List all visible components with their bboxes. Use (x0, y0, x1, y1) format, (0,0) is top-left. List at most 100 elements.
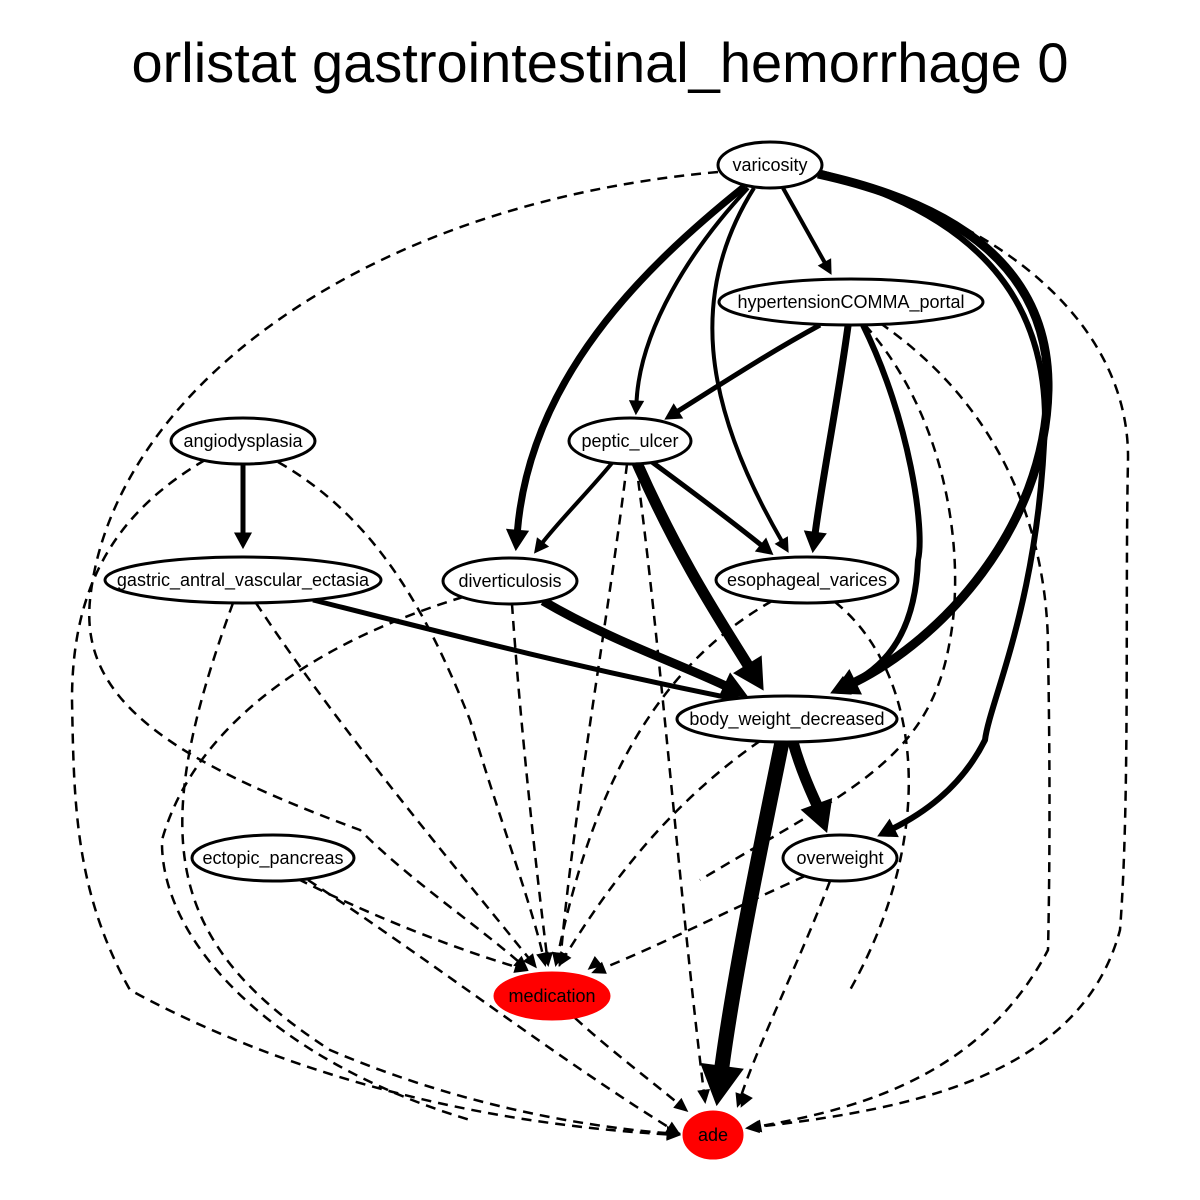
edge-overweight-to-ade (740, 880, 832, 1096)
node-angiodysplasia-label: angiodysplasia (183, 431, 303, 451)
arrowhead-varicosity-to-hypertension_portal (817, 258, 832, 275)
node-esophageal_varices-label: esophageal_varices (727, 570, 887, 591)
arrowhead-hypertension_portal-to-esophageal_varices (803, 530, 827, 554)
edge-angiodysplasia-to-medication (277, 460, 544, 955)
node-diverticulosis-ellipse (441, 556, 579, 606)
edge-varicosity-to-esophageal_varices (710, 186, 784, 543)
edges-layer (70, 169, 1130, 1141)
arrowhead-gastric_antral_vascular_ectasia-to-medication (522, 953, 537, 969)
edge-gastric_antral_vascular_ectasia-to-ade (181, 602, 669, 1135)
edge-hypertension_portal-to-medication (699, 324, 957, 882)
edge-peptic_ulcer-to-body_weight_decreased (631, 460, 753, 669)
arrowhead-varicosity-to-overweight (877, 818, 899, 838)
node-diverticulosis: diverticulosis (441, 556, 579, 606)
edge-gastric_antral_vascular_ectasia-to-body_weight_decreased (312, 597, 729, 701)
node-medication-label: medication (508, 986, 595, 1006)
node-ectopic_pancreas: ectopic_pancreas (190, 833, 356, 883)
node-medication-ellipse (493, 971, 611, 1021)
edge-hypertension_portal-to-peptic_ulcer (675, 322, 822, 414)
arrowhead-body_weight_decreased-to-medication (558, 951, 572, 967)
edge-peptic_ulcer-to-diverticulosis (540, 461, 614, 545)
arrowhead-ectopic_pancreas-to-medication (513, 960, 529, 973)
graph-title: orlistat gastrointestinal_hemorrhage 0 (132, 31, 1069, 94)
nodes-layer: varicosity hypertensionCOMMA_portalangiod… (103, 140, 985, 1160)
arrowhead-medication-to-ade (673, 1097, 689, 1112)
edge-angiodysplasia-to-ade (70, 458, 669, 1136)
edge-body_weight_decreased-to-medication (564, 739, 761, 957)
node-medication: medication (493, 971, 611, 1021)
edge-hypertension_portal-to-ade (759, 321, 1051, 1128)
arrowhead-varicosity-to-esophageal_varices (774, 536, 789, 553)
arrowhead-peptic_ulcer-to-diverticulosis (534, 537, 550, 554)
node-hypertension_portal-ellipse (717, 277, 985, 327)
edge-varicosity-to-hypertension_portal (781, 187, 827, 265)
edge-body_weight_decreased-to-overweight (787, 740, 823, 808)
arrowhead-overweight-to-ade (735, 1092, 748, 1108)
node-angiodysplasia-ellipse (169, 416, 317, 466)
node-overweight-ellipse (781, 833, 899, 883)
edge-esophageal_varices-to-medication (556, 599, 773, 955)
edge-varicosity-to-peptic_ulcer (634, 186, 750, 403)
edge-medication-to-ade (574, 1017, 680, 1105)
node-ectopic_pancreas-ellipse (190, 833, 356, 883)
node-varicosity: varicosity (716, 140, 824, 190)
edge-esophageal_varices-to-ade (834, 601, 911, 991)
node-gastric_antral_vascular_ectasia-ellipse (103, 555, 383, 605)
edge-peptic_ulcer-to-medication (559, 463, 629, 955)
edge-varicosity-to-diverticulosis (513, 183, 748, 532)
edge-diverticulosis-to-ade (160, 595, 471, 1122)
arrowhead-hypertension_portal-to-body_weight_decreased (830, 675, 852, 695)
edge-peptic_ulcer-to-ade (634, 463, 706, 1092)
edge-body_weight_decreased-to-ade (714, 740, 790, 1069)
node-ade-ellipse (682, 1110, 744, 1160)
edge-varicosity-to-body_weight_decreased (817, 169, 1053, 687)
arrowhead-hypertension_portal-to-ade (747, 1119, 763, 1133)
node-varicosity-label: varicosity (732, 155, 807, 175)
node-body_weight_decreased-ellipse (675, 694, 899, 744)
edge-ectopic_pancreas-to-medication (297, 877, 517, 969)
arrowhead-overweight-to-medication (591, 961, 607, 974)
arrowhead-diverticulosis-to-medication (540, 952, 553, 968)
arrowhead-ectopic_pancreas-to-ade (665, 1121, 681, 1135)
edge-overweight-to-medication (602, 874, 806, 970)
node-gastric_antral_vascular_ectasia: gastric_antral_vascular_ectasia (103, 555, 383, 605)
node-ectopic_pancreas-label: ectopic_pancreas (202, 848, 343, 869)
edge-hypertension_portal-to-body_weight_decreased (844, 323, 923, 689)
node-gastric_antral_vascular_ectasia-label: gastric_antral_vascular_ectasia (117, 570, 370, 591)
node-peptic_ulcer: peptic_ulcer (567, 416, 693, 466)
edge-hypertension_portal-to-esophageal_varices (811, 325, 852, 534)
edge-varicosity-to-ade (757, 173, 1130, 1129)
node-hypertension_portal-label: hypertensionCOMMA_portal (737, 292, 964, 313)
node-peptic_ulcer-ellipse (567, 416, 693, 466)
node-esophageal_varices: esophageal_varices (714, 555, 900, 605)
node-ade: ade (682, 1110, 744, 1160)
arrowhead-peptic_ulcer-to-body_weight_decreased (733, 655, 764, 691)
node-angiodysplasia: angiodysplasia (169, 416, 317, 466)
node-varicosity-ellipse (716, 140, 824, 190)
arrowhead-hypertension_portal-to-medication (587, 955, 603, 970)
node-overweight-label: overweight (796, 848, 883, 868)
arrowhead-varicosity-to-peptic_ulcer (628, 400, 645, 416)
arrowhead-peptic_ulcer-to-ade (697, 1089, 710, 1105)
arrowhead-diverticulosis-to-body_weight_decreased (718, 672, 748, 699)
node-body_weight_decreased-label: body_weight_decreased (689, 709, 884, 730)
node-overweight: overweight (781, 833, 899, 883)
arrowhead-body_weight_decreased-to-ade (700, 1062, 744, 1107)
edge-ectopic_pancreas-to-ade (307, 878, 671, 1129)
edge-gastric_antral_vascular_ectasia-to-medication (254, 602, 530, 959)
node-body_weight_decreased: body_weight_decreased (675, 694, 899, 744)
edge-diverticulosis-to-medication (510, 603, 549, 955)
arrowhead-angiodysplasia-to-gastric_antral_vascular_ectasia (233, 532, 253, 550)
node-ade-label: ade (698, 1125, 728, 1145)
node-esophageal_varices-ellipse (714, 555, 900, 605)
edge-diverticulosis-to-body_weight_decreased (540, 597, 728, 690)
edge-varicosity-to-overweight (817, 169, 1048, 832)
edge-varicosity-to-medication (88, 170, 719, 963)
node-hypertension_portal: hypertensionCOMMA_portal (717, 277, 985, 327)
node-peptic_ulcer-label: peptic_ulcer (581, 431, 678, 452)
arrowhead-varicosity-to-diverticulosis (505, 528, 530, 552)
node-diverticulosis-label: diverticulosis (458, 571, 561, 591)
arrowhead-peptic_ulcer-to-esophageal_varices (754, 537, 774, 555)
edge-peptic_ulcer-to-esophageal_varices (650, 459, 764, 548)
